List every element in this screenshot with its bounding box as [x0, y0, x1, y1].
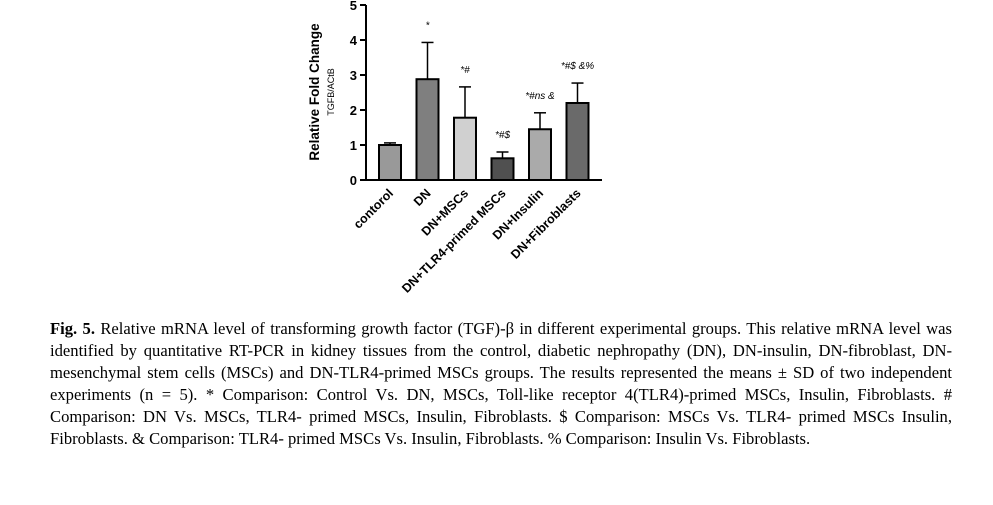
y-tick-label: 3	[350, 68, 357, 83]
bars: * *# *#$ *#ns & *#$ &%	[378, 20, 594, 182]
y-tick-label: 5	[350, 0, 357, 13]
bar	[453, 116, 477, 181]
y-tick-label: 0	[350, 173, 357, 188]
bar	[490, 157, 515, 182]
y-tick-label: 4	[350, 33, 358, 48]
category-label: contorol	[351, 186, 396, 231]
significance-annotation: *#	[460, 65, 470, 76]
category-label: DN	[411, 186, 434, 209]
bar	[415, 78, 440, 181]
significance-annotation: *#ns &	[525, 91, 555, 102]
bar	[565, 102, 590, 181]
figure-caption: Fig. 5. Relative mRNA level of transform…	[50, 318, 952, 450]
significance-annotation: *#$	[495, 130, 510, 141]
significance-annotation: *	[426, 20, 431, 31]
y-tick-label: 1	[350, 138, 357, 153]
category-label: DN+Fibroblasts	[508, 186, 583, 261]
caption-text: Relative mRNA level of transforming grow…	[50, 319, 952, 448]
axes: 0 1 2 3 4 5	[350, 0, 602, 188]
significance-annotation: *#$ &%	[561, 61, 594, 72]
bar	[528, 128, 552, 181]
caption-label: Fig. 5.	[50, 319, 95, 338]
y-axis-sublabel: TGFB/ACtB	[326, 68, 336, 116]
y-tick-label: 2	[350, 103, 357, 118]
bar	[378, 144, 402, 181]
y-axis-label: Relative Fold Change	[307, 23, 322, 161]
